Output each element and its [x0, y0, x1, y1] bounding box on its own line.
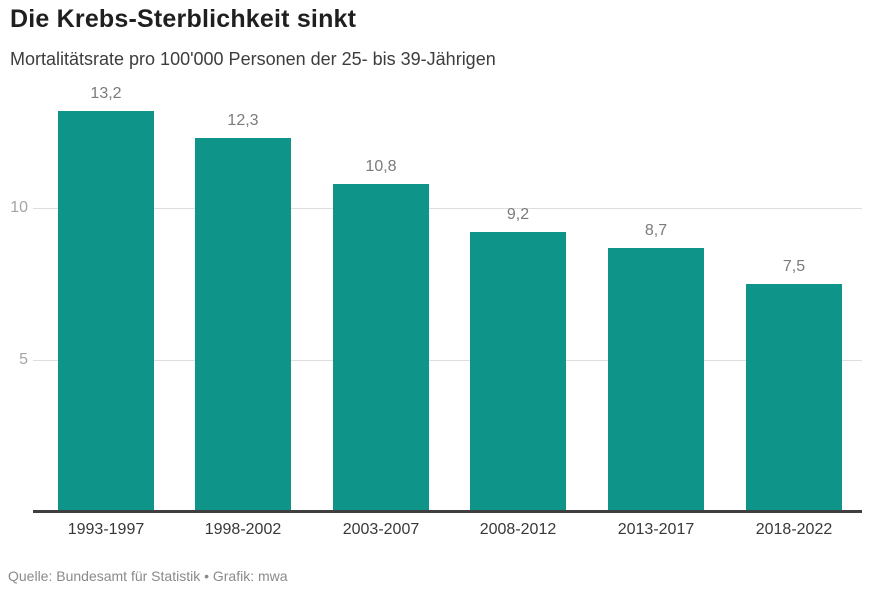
bar-value-label: 13,2	[90, 85, 122, 102]
bar-chart-plot-area: 5 10 13,2 1993-1997 12,3 1998-2002 10,8 2003-20…	[0, 85, 873, 538]
x-axis-tick-label: 1998-2002	[204, 521, 282, 538]
bar-value-label: 10,8	[365, 158, 397, 175]
x-axis-tick-label: 2003-2007	[342, 521, 420, 538]
chart-title: Die Krebs-Sterblichkeit sinkt	[10, 5, 357, 33]
x-axis-tick-label: 2013-2017	[617, 521, 695, 538]
x-axis-line	[33, 510, 862, 513]
y-axis-tick-label: 5	[19, 351, 28, 368]
bar-value-label: 7,5	[782, 258, 806, 275]
bar	[470, 232, 566, 512]
source-note: Quelle: Bundesamt für Statistik • Grafik…	[8, 568, 288, 584]
x-axis-tick-label: 2018-2022	[755, 521, 833, 538]
bar	[746, 284, 842, 512]
y-axis-tick-label: 10	[10, 199, 28, 216]
bar	[333, 184, 429, 512]
x-axis-tick-label: 1993-1997	[67, 521, 145, 538]
bar	[58, 111, 154, 512]
bar	[608, 248, 704, 512]
bar-value-label: 12,3	[227, 112, 259, 129]
x-axis-tick-label: 2008-2012	[479, 521, 557, 538]
bar-value-label: 9,2	[506, 206, 530, 223]
grid-line	[33, 208, 862, 209]
bar	[195, 138, 291, 512]
grid-line	[33, 360, 862, 361]
bar-value-label: 8,7	[644, 222, 668, 239]
chart-subtitle: Mortalitätsrate pro 100'000 Personen der…	[10, 49, 496, 69]
